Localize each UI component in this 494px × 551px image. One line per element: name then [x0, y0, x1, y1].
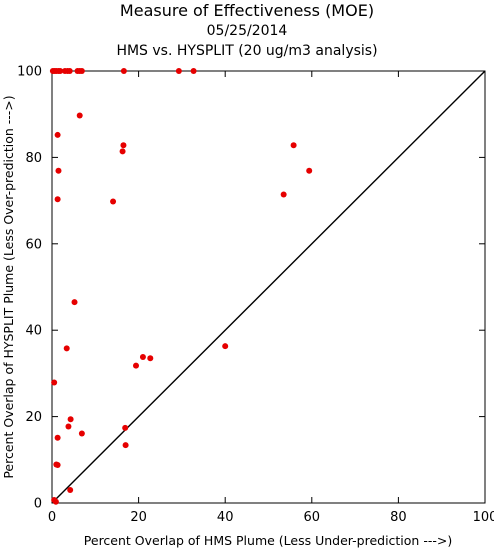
x-tick-label: 20 — [130, 510, 147, 525]
chart-title: Measure of Effectiveness (MOE) — [119, 1, 375, 20]
data-point — [110, 198, 117, 205]
data-point — [54, 131, 61, 138]
chart-date-subtitle: 05/25/2014 — [206, 23, 288, 39]
y-tick-label: 20 — [25, 410, 42, 425]
axis-ticks: 0 20 40 60 80 100 0 20 40 60 80 100 — [17, 65, 494, 526]
data-point — [147, 355, 154, 362]
data-point — [63, 345, 70, 352]
data-point — [175, 68, 182, 74]
data-point — [71, 299, 78, 306]
data-point — [51, 379, 58, 386]
data-point — [67, 416, 74, 423]
y-tick-label: 0 — [34, 497, 42, 512]
chart-analysis-subtitle: HMS vs. HYSPLIT (20 ug/m3 analysis) — [116, 43, 378, 59]
y-axis-label: Percent Overlap of HYSPLIT Plume (Less O… — [1, 95, 16, 478]
plot-frame — [51, 70, 486, 504]
data-point — [120, 68, 127, 74]
data-point — [222, 343, 229, 350]
data-points — [49, 68, 313, 505]
data-point — [52, 498, 59, 505]
x-tick-label: 80 — [390, 510, 407, 525]
x-tick-label: 60 — [304, 510, 321, 525]
y-tick-label: 100 — [17, 65, 42, 80]
x-tick-label: 0 — [48, 510, 56, 525]
data-point — [54, 434, 61, 441]
data-point — [280, 191, 287, 198]
x-tick-label: 100 — [473, 510, 494, 525]
data-point — [306, 167, 313, 174]
data-point — [122, 442, 129, 449]
data-point — [78, 430, 85, 437]
y-tick-label: 60 — [25, 237, 42, 252]
y-tick-label: 80 — [25, 151, 42, 166]
data-point — [122, 424, 129, 431]
data-point — [290, 142, 297, 149]
data-point — [55, 167, 62, 174]
data-point — [119, 148, 126, 155]
data-point — [133, 362, 140, 369]
data-point — [54, 196, 61, 203]
x-axis-label: Percent Overlap of HMS Plume (Less Under… — [84, 533, 452, 548]
one-to-one-reference-line — [51, 70, 486, 504]
data-point — [120, 142, 127, 149]
data-point — [65, 423, 72, 430]
y-tick-label: 40 — [25, 324, 42, 339]
data-point — [54, 461, 61, 468]
data-point — [57, 68, 64, 74]
data-point — [78, 68, 85, 74]
data-point — [190, 68, 197, 74]
data-point — [66, 68, 73, 74]
x-tick-label: 40 — [217, 510, 234, 525]
data-point — [76, 112, 83, 119]
data-point — [139, 353, 146, 360]
data-point — [67, 487, 74, 494]
